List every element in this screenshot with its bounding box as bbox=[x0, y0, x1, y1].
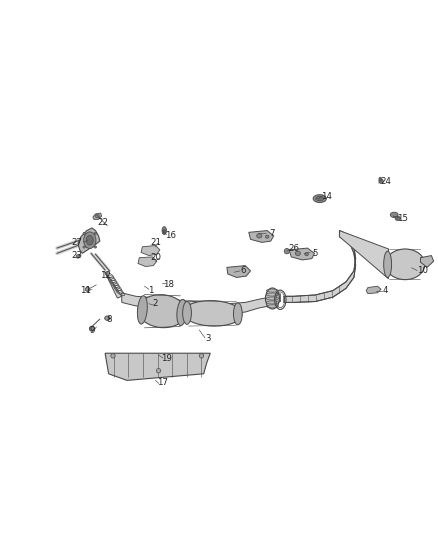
Ellipse shape bbox=[385, 249, 425, 280]
Ellipse shape bbox=[94, 246, 97, 248]
Text: 12: 12 bbox=[99, 271, 111, 280]
Ellipse shape bbox=[162, 227, 166, 235]
Ellipse shape bbox=[95, 214, 99, 218]
Ellipse shape bbox=[89, 326, 95, 332]
Ellipse shape bbox=[295, 251, 300, 255]
Ellipse shape bbox=[233, 303, 242, 325]
Text: 24: 24 bbox=[380, 176, 391, 185]
Polygon shape bbox=[284, 231, 356, 302]
Text: 5: 5 bbox=[313, 249, 318, 258]
Polygon shape bbox=[105, 353, 210, 381]
Polygon shape bbox=[339, 231, 389, 279]
Text: 2: 2 bbox=[153, 299, 158, 308]
Text: 22: 22 bbox=[97, 218, 109, 227]
Ellipse shape bbox=[83, 232, 85, 235]
Ellipse shape bbox=[395, 216, 400, 221]
Ellipse shape bbox=[111, 354, 115, 358]
Ellipse shape bbox=[177, 300, 187, 326]
Polygon shape bbox=[93, 213, 102, 220]
Text: 14: 14 bbox=[321, 192, 332, 201]
Polygon shape bbox=[420, 255, 434, 268]
Polygon shape bbox=[289, 248, 314, 260]
Text: 20: 20 bbox=[150, 253, 161, 262]
Text: 17: 17 bbox=[156, 378, 168, 387]
Ellipse shape bbox=[257, 233, 262, 238]
Text: 23: 23 bbox=[71, 251, 82, 260]
Text: 6: 6 bbox=[240, 266, 246, 276]
Ellipse shape bbox=[138, 296, 147, 324]
Ellipse shape bbox=[105, 316, 110, 320]
Polygon shape bbox=[366, 286, 381, 294]
Polygon shape bbox=[78, 228, 100, 253]
Polygon shape bbox=[104, 271, 122, 298]
Text: 18: 18 bbox=[163, 279, 174, 288]
Polygon shape bbox=[141, 246, 160, 255]
Ellipse shape bbox=[183, 301, 242, 326]
Ellipse shape bbox=[156, 368, 161, 373]
Ellipse shape bbox=[265, 288, 279, 309]
Ellipse shape bbox=[138, 295, 186, 328]
Ellipse shape bbox=[86, 236, 93, 245]
Text: 27: 27 bbox=[71, 238, 82, 247]
Ellipse shape bbox=[379, 177, 381, 181]
Text: 4: 4 bbox=[383, 286, 388, 295]
Ellipse shape bbox=[76, 255, 80, 258]
Text: 8: 8 bbox=[107, 314, 112, 324]
Ellipse shape bbox=[83, 246, 85, 248]
Ellipse shape bbox=[284, 248, 290, 254]
Polygon shape bbox=[227, 265, 251, 278]
Ellipse shape bbox=[163, 229, 166, 233]
Text: 1: 1 bbox=[148, 286, 154, 295]
Ellipse shape bbox=[316, 197, 324, 201]
Text: 7: 7 bbox=[269, 229, 274, 238]
Ellipse shape bbox=[84, 232, 96, 248]
Ellipse shape bbox=[305, 253, 308, 256]
Polygon shape bbox=[138, 257, 157, 266]
Ellipse shape bbox=[85, 287, 90, 292]
Polygon shape bbox=[249, 231, 274, 243]
Ellipse shape bbox=[379, 179, 383, 183]
Text: 10: 10 bbox=[417, 266, 428, 276]
Text: 11: 11 bbox=[80, 286, 91, 295]
Ellipse shape bbox=[94, 232, 97, 235]
Text: 21: 21 bbox=[150, 238, 161, 247]
Ellipse shape bbox=[390, 212, 398, 217]
Text: 19: 19 bbox=[161, 354, 172, 363]
Ellipse shape bbox=[384, 251, 392, 278]
Text: 15: 15 bbox=[397, 214, 409, 223]
Text: 9: 9 bbox=[89, 326, 95, 335]
Ellipse shape bbox=[265, 235, 269, 238]
Text: 16: 16 bbox=[165, 231, 177, 240]
Ellipse shape bbox=[199, 354, 204, 358]
Polygon shape bbox=[122, 293, 280, 314]
Text: 3: 3 bbox=[205, 334, 211, 343]
Ellipse shape bbox=[313, 195, 326, 203]
Text: 26: 26 bbox=[288, 245, 299, 254]
Ellipse shape bbox=[183, 302, 191, 324]
